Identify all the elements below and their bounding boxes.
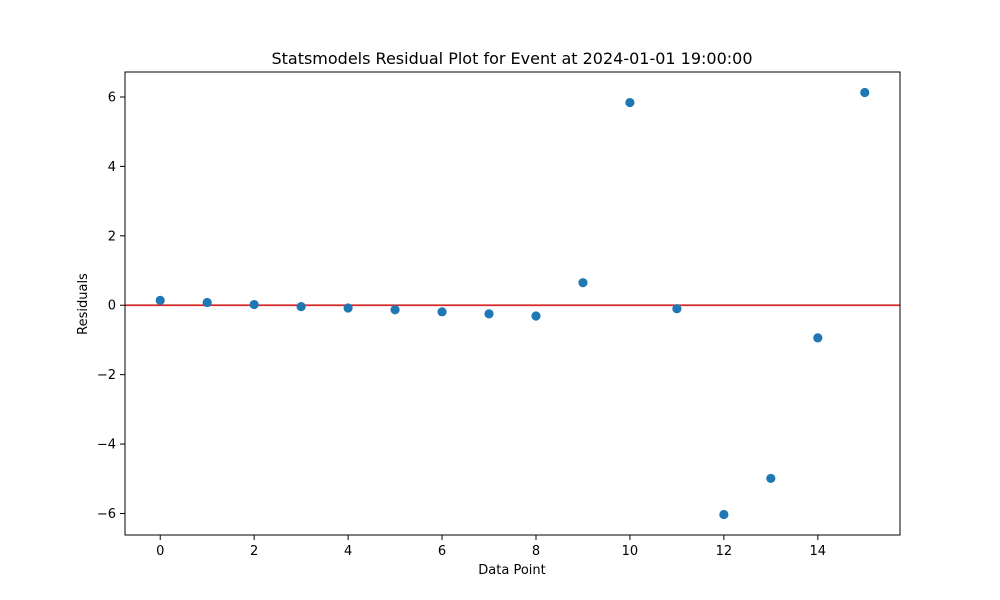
x-tick-label: 2 (250, 544, 258, 559)
plot-frame (124, 71, 901, 536)
data-point-3 (296, 302, 306, 312)
y-tick-label: 2 (108, 229, 116, 244)
x-tick-label: 8 (532, 544, 540, 559)
x-axis: 0 2 4 6 8 10 12 14 (156, 535, 826, 559)
x-tick-label: 6 (438, 544, 446, 559)
data-point-14 (813, 333, 823, 343)
data-point-15 (860, 87, 870, 98)
x-tick-label: 10 (622, 544, 639, 559)
x-tick-label: 0 (156, 544, 164, 559)
x-tick-label: 14 (810, 544, 827, 559)
data-point-0 (155, 295, 165, 305)
y-tick-label: −4 (97, 438, 116, 453)
y-tick-label: 4 (108, 160, 116, 175)
data-point-4 (343, 303, 353, 313)
x-axis-label: Data Point (478, 563, 545, 578)
data-point-8 (531, 311, 541, 321)
data-point-9 (578, 278, 588, 288)
data-point-6 (437, 307, 447, 317)
chart-title: Statsmodels Residual Plot for Event at 2… (271, 49, 752, 68)
x-tick-label: 4 (344, 544, 352, 559)
y-tick-label: 6 (108, 90, 116, 105)
data-point-5 (390, 305, 400, 315)
y-tick-label: −6 (97, 507, 116, 522)
data-point-1 (202, 297, 212, 308)
data-point-2 (249, 299, 259, 310)
y-axis: −6 −4 −2 0 2 4 6 (97, 90, 125, 522)
data-point-11 (672, 304, 682, 314)
y-tick-label: 0 (108, 299, 116, 314)
x-tick-label: 12 (716, 544, 733, 559)
y-axis-label: Residuals (76, 273, 91, 335)
data-point-7 (484, 309, 494, 319)
data-point-12 (719, 509, 729, 520)
data-point-10 (625, 97, 635, 108)
y-tick-label: −2 (97, 368, 116, 383)
plot-area (125, 87, 900, 520)
data-point-13 (766, 473, 776, 484)
